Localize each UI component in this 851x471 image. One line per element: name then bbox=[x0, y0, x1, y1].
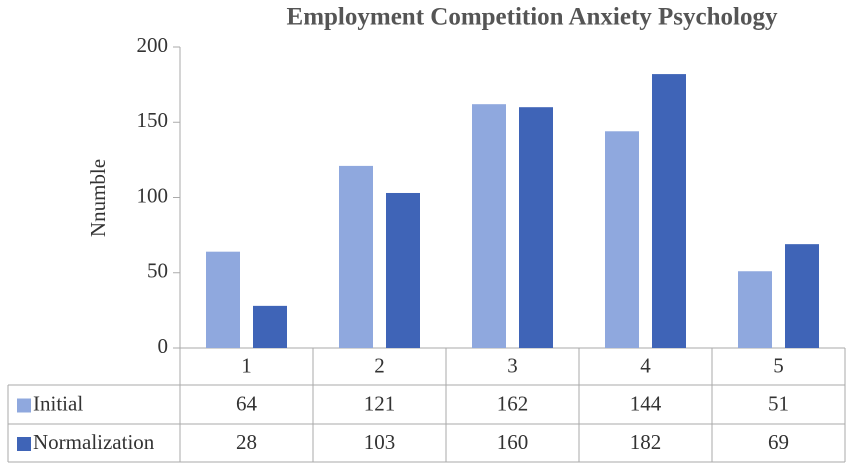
y-tick-label: 50 bbox=[147, 259, 168, 283]
y-axis-label: Nnumble bbox=[86, 159, 110, 237]
legend-label: Normalization bbox=[33, 430, 155, 454]
table-value: 28 bbox=[236, 430, 257, 454]
y-tick-label: 150 bbox=[137, 108, 169, 132]
bar bbox=[386, 192, 420, 348]
x-tick-label: 5 bbox=[773, 353, 784, 377]
bar bbox=[605, 131, 639, 348]
table-value: 182 bbox=[630, 430, 662, 454]
legend-swatch bbox=[17, 398, 31, 413]
bar bbox=[472, 104, 506, 348]
x-tick-label: 1 bbox=[241, 353, 252, 377]
table-value: 64 bbox=[236, 391, 258, 415]
table-value: 144 bbox=[630, 391, 662, 415]
table-value: 162 bbox=[497, 391, 529, 415]
bar bbox=[785, 244, 819, 348]
bar bbox=[206, 251, 240, 348]
table-value: 121 bbox=[364, 391, 396, 415]
chart-title: Employment Competition Anxiety Psycholog… bbox=[287, 4, 778, 31]
y-tick-label: 100 bbox=[137, 183, 169, 207]
table-value: 69 bbox=[768, 430, 789, 454]
x-tick-label: 3 bbox=[507, 353, 518, 377]
bar bbox=[519, 107, 553, 348]
bar bbox=[253, 305, 287, 348]
table-value: 103 bbox=[364, 430, 396, 454]
bar bbox=[652, 74, 686, 348]
bar bbox=[339, 165, 373, 348]
y-tick-label: 0 bbox=[158, 334, 169, 358]
legend-swatch bbox=[17, 437, 31, 451]
bar bbox=[738, 271, 772, 348]
table-value: 51 bbox=[768, 391, 789, 415]
y-tick-label: 200 bbox=[137, 33, 169, 57]
x-tick-label: 4 bbox=[640, 353, 651, 377]
legend-label: Initial bbox=[33, 391, 83, 415]
table-value: 160 bbox=[497, 430, 529, 454]
x-tick-label: 2 bbox=[374, 353, 385, 377]
